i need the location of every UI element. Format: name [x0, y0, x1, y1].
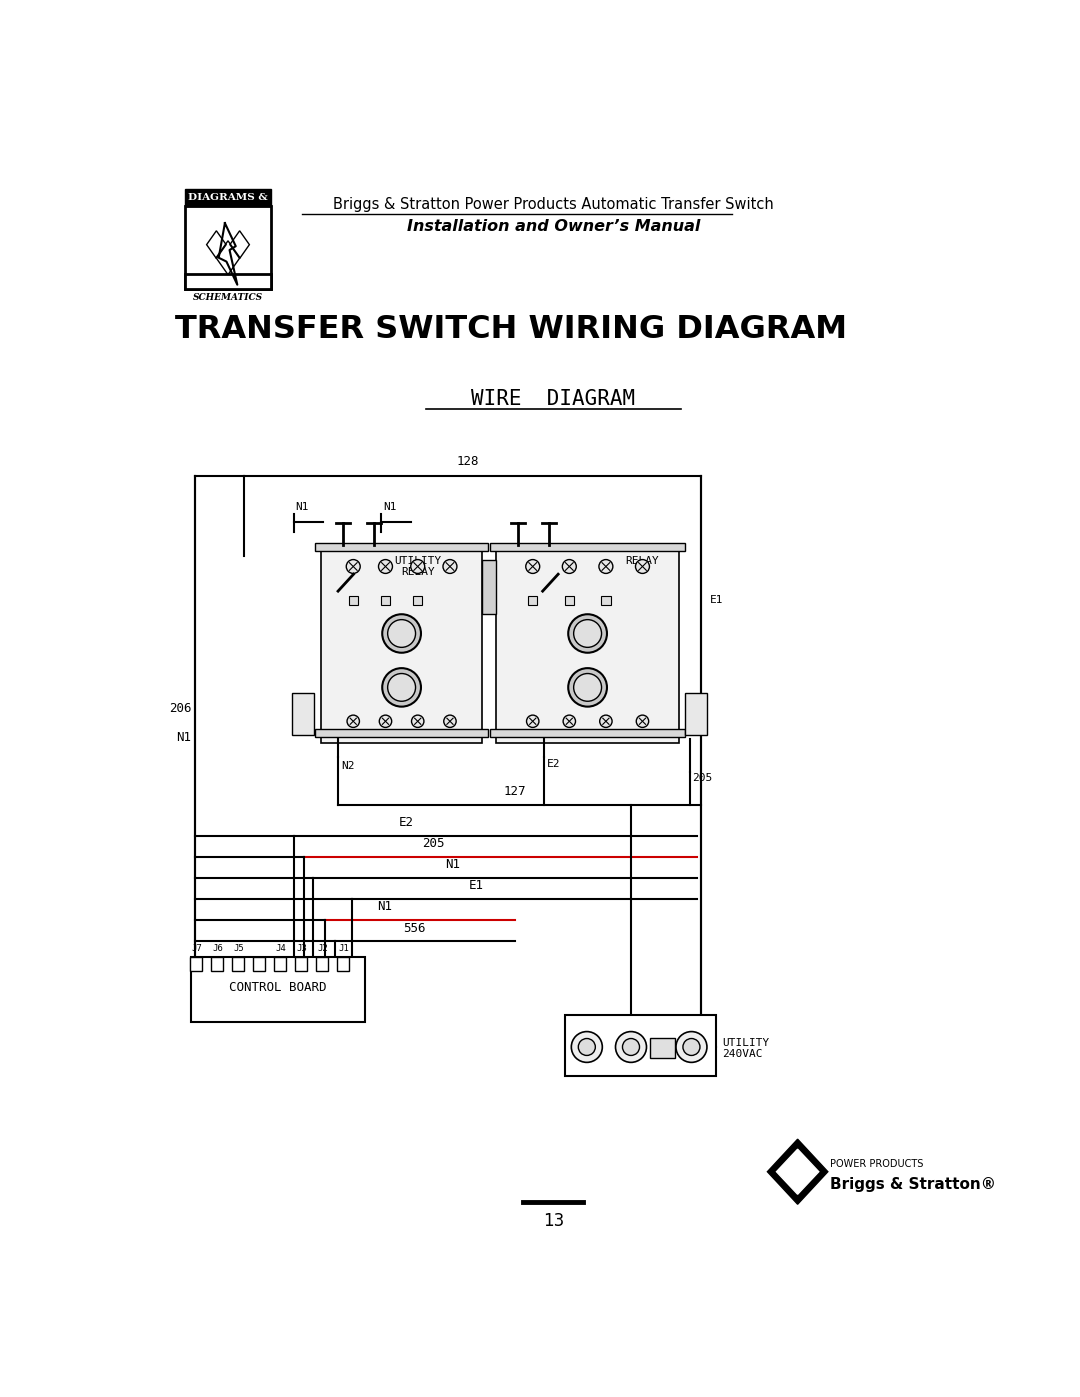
Circle shape [568, 615, 607, 652]
Circle shape [563, 560, 577, 573]
Bar [190, 957, 202, 971]
Bar [490, 543, 685, 550]
Circle shape [410, 560, 424, 573]
Circle shape [616, 1031, 647, 1062]
Text: DIAGRAMS &: DIAGRAMS & [188, 193, 268, 203]
Polygon shape [768, 1139, 828, 1204]
Text: 205: 205 [692, 774, 713, 784]
Text: UTILITY
RELAY: UTILITY RELAY [394, 556, 442, 577]
Bar [565, 595, 573, 605]
Bar [186, 207, 271, 289]
Text: Installation and Owner’s Manual: Installation and Owner’s Manual [407, 219, 700, 235]
Circle shape [347, 715, 360, 728]
Bar [315, 957, 328, 971]
Bar [496, 545, 679, 743]
Bar [413, 595, 422, 605]
Bar [293, 693, 314, 735]
Circle shape [443, 560, 457, 573]
Text: POWER PRODUCTS: POWER PRODUCTS [831, 1160, 923, 1169]
Bar [490, 729, 685, 736]
Text: J6: J6 [213, 944, 224, 953]
Bar [314, 543, 488, 550]
Bar [321, 545, 482, 743]
Text: 13: 13 [543, 1213, 564, 1229]
Text: J1: J1 [338, 944, 349, 953]
Circle shape [683, 1038, 700, 1056]
Text: 556: 556 [403, 922, 426, 935]
Bar [650, 1038, 675, 1058]
Bar [565, 1014, 716, 1076]
Bar [253, 957, 266, 971]
Bar [602, 595, 610, 605]
Text: E2: E2 [546, 760, 561, 770]
Circle shape [599, 715, 612, 728]
Circle shape [568, 668, 607, 707]
Circle shape [382, 668, 421, 707]
Bar [186, 274, 271, 289]
Bar [381, 595, 390, 605]
Text: E1: E1 [710, 595, 724, 605]
Text: TRANSFER SWITCH WIRING DIAGRAM: TRANSFER SWITCH WIRING DIAGRAM [175, 314, 848, 345]
Text: J3: J3 [296, 944, 307, 953]
Circle shape [676, 1031, 707, 1062]
Text: N1: N1 [383, 502, 396, 511]
Circle shape [571, 1031, 603, 1062]
Polygon shape [777, 1150, 819, 1194]
Text: 128: 128 [457, 455, 480, 468]
Text: J7: J7 [191, 944, 202, 953]
Bar [295, 957, 307, 971]
Text: N2: N2 [341, 761, 354, 771]
Circle shape [563, 715, 576, 728]
Text: Briggs & Stratton®: Briggs & Stratton® [831, 1176, 997, 1192]
Text: J5: J5 [233, 944, 244, 953]
Text: 127: 127 [503, 785, 526, 798]
Circle shape [573, 673, 602, 701]
Bar [273, 957, 286, 971]
Circle shape [578, 1038, 595, 1056]
Circle shape [622, 1038, 639, 1056]
Circle shape [388, 620, 416, 647]
Circle shape [388, 673, 416, 701]
Bar [482, 560, 496, 615]
Circle shape [444, 715, 456, 728]
Circle shape [635, 560, 649, 573]
Text: N1: N1 [176, 731, 191, 745]
Bar [191, 957, 365, 1023]
Circle shape [378, 560, 392, 573]
Circle shape [379, 715, 392, 728]
Text: 205: 205 [422, 837, 445, 849]
Bar [349, 595, 357, 605]
Bar [685, 693, 707, 735]
Circle shape [526, 560, 540, 573]
Text: N1: N1 [377, 900, 392, 914]
Text: 206: 206 [170, 703, 191, 715]
Text: E1: E1 [469, 879, 484, 893]
Bar [186, 189, 271, 207]
Text: N1: N1 [296, 502, 309, 511]
Circle shape [347, 560, 361, 573]
Circle shape [636, 715, 649, 728]
Text: J2: J2 [318, 944, 328, 953]
Circle shape [527, 715, 539, 728]
Bar [314, 729, 488, 736]
Circle shape [573, 620, 602, 647]
Text: E2: E2 [399, 816, 414, 828]
Bar [211, 957, 224, 971]
Text: GENERATOR
RELAY: GENERATOR RELAY [612, 545, 673, 566]
Bar [232, 957, 244, 971]
Text: Briggs & Stratton Power Products Automatic Transfer Switch: Briggs & Stratton Power Products Automat… [333, 197, 774, 212]
Bar [528, 595, 538, 605]
Text: J4: J4 [275, 944, 286, 953]
Circle shape [382, 615, 421, 652]
Text: N1: N1 [445, 858, 460, 870]
Text: UTILITY
240VAC: UTILITY 240VAC [723, 1038, 770, 1059]
Text: CONTROL BOARD: CONTROL BOARD [229, 981, 327, 995]
Circle shape [411, 715, 424, 728]
Text: WIRE  DIAGRAM: WIRE DIAGRAM [472, 388, 635, 409]
Circle shape [599, 560, 612, 573]
Bar [337, 957, 349, 971]
Text: SCHEMATICS: SCHEMATICS [193, 292, 264, 302]
